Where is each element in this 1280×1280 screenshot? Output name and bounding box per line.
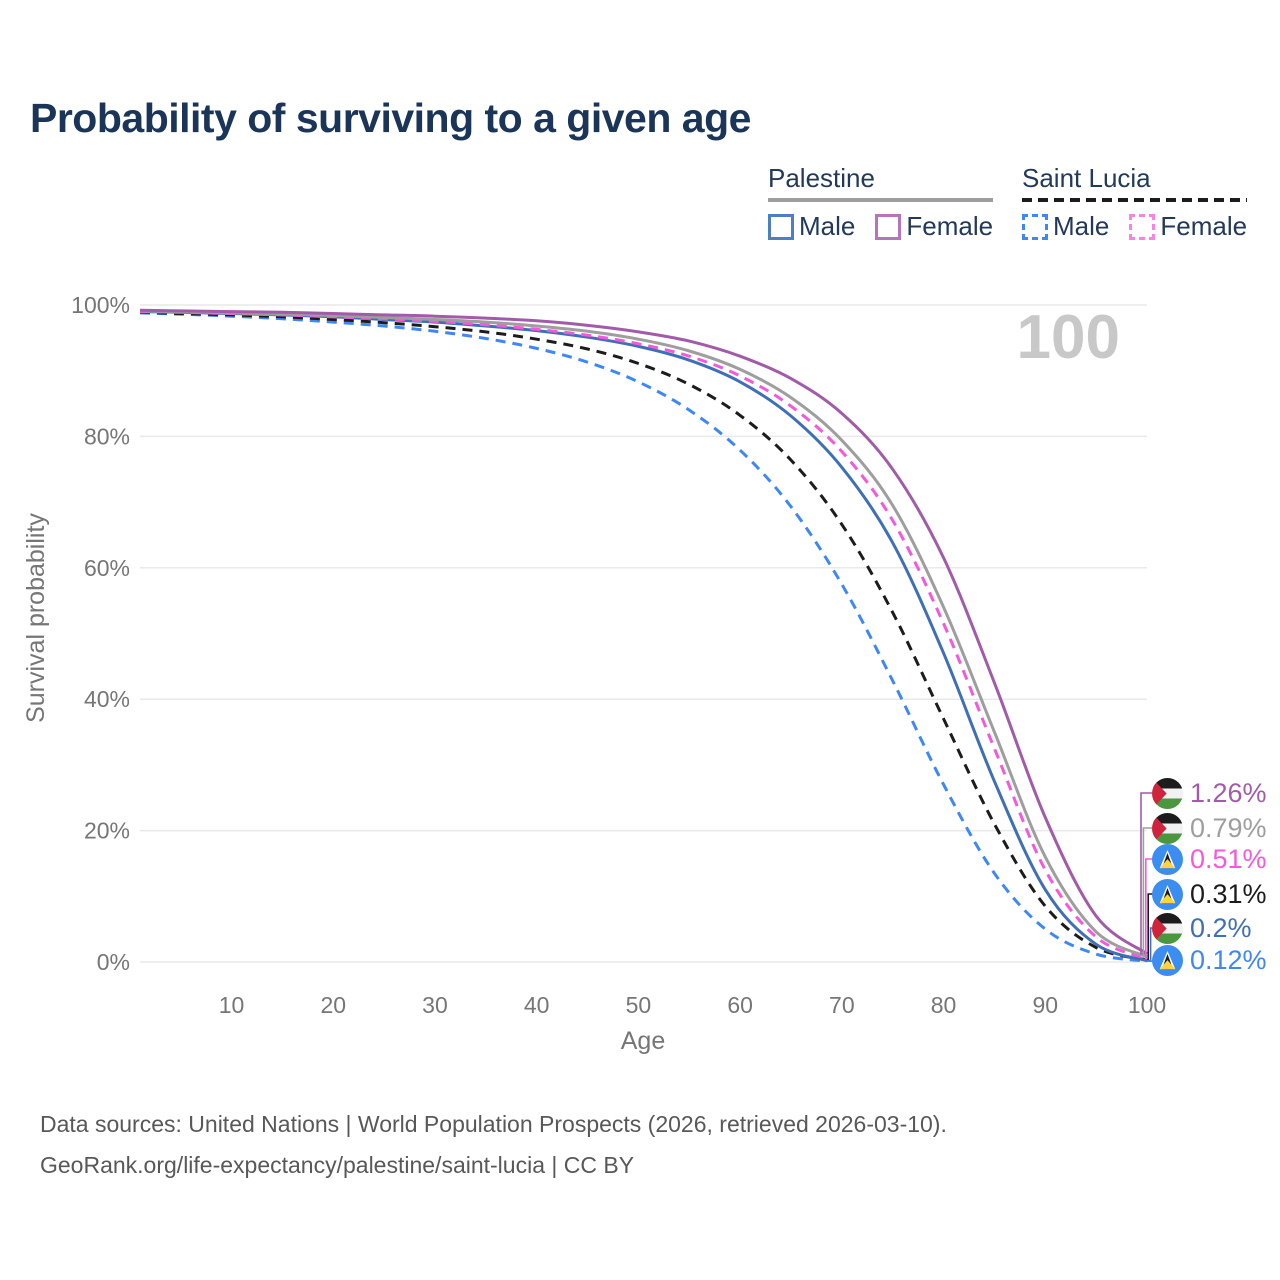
- y-tick-label: 60%: [84, 555, 130, 581]
- legend-item-palestine-male[interactable]: Male: [768, 211, 855, 242]
- legend-item-palestine-female[interactable]: Female: [875, 211, 993, 242]
- legend-group-palestine: Palestine Male Female: [768, 163, 994, 242]
- legend-item-saint-lucia-female[interactable]: Female: [1129, 211, 1247, 242]
- legend-group-title-saint-lucia[interactable]: Saint Lucia: [1022, 163, 1151, 193]
- legend-line-sample-palestine: [768, 198, 994, 202]
- end-label-leader-lines: [1140, 792, 1155, 962]
- x-tick-label: 100: [1128, 992, 1166, 1018]
- x-tick-label: 30: [422, 992, 448, 1018]
- leader-line-saint-lucia-female: [1145, 858, 1155, 960]
- y-tick-label: 20%: [84, 818, 130, 844]
- legend-item-label: Female: [1160, 211, 1248, 241]
- series-line-palestine-male[interactable]: [139, 310, 1148, 963]
- y-tick-label: 0%: [97, 949, 130, 975]
- legend-line-sample-saint-lucia: [1022, 198, 1248, 202]
- footer: Data sources: United Nations | World Pop…: [40, 1104, 947, 1186]
- y-tick-label: 100%: [71, 292, 130, 318]
- series-line-saint-lucia-all[interactable]: [139, 310, 1148, 962]
- page-title: Probability of surviving to a given age: [30, 95, 751, 141]
- legend-group-title-palestine[interactable]: Palestine: [768, 163, 875, 193]
- y-tick-label: 80%: [84, 423, 130, 449]
- x-tick-label: 60: [727, 992, 753, 1018]
- series-line-palestine-all[interactable]: [139, 309, 1148, 959]
- y-axis-title: Survival probability: [22, 513, 50, 723]
- x-tick-label: 20: [320, 992, 346, 1018]
- series-line-saint-lucia-male[interactable]: [139, 311, 1148, 963]
- legend-item-saint-lucia-male[interactable]: Male: [1022, 211, 1109, 242]
- attribution-line: GeoRank.org/life-expectancy/palestine/sa…: [40, 1152, 635, 1178]
- checkbox-palestine-female[interactable]: [875, 213, 902, 240]
- legend-item-label: Male: [1053, 211, 1110, 241]
- legend-group-saint-lucia: Saint Lucia Male Female: [1022, 163, 1248, 242]
- data-sources-line: Data sources: United Nations | World Pop…: [40, 1111, 947, 1137]
- survival-probability-chart[interactable]: 100 100% 80% 60% 40% 20% 0% 10 20 30 40 50 60 70 80 90…: [0, 0, 1280, 1080]
- x-tick-label: 80: [931, 992, 957, 1018]
- hover-age-watermark: 100: [1017, 303, 1120, 372]
- x-tick-label: 50: [626, 992, 652, 1018]
- x-tick-label: 10: [219, 992, 245, 1018]
- x-tick-label: 70: [829, 992, 855, 1018]
- checkbox-palestine-male[interactable]: [768, 213, 794, 240]
- series-line-saint-lucia-female[interactable]: [139, 310, 1148, 961]
- x-tick-label: 90: [1032, 992, 1058, 1018]
- gridlines: [140, 304, 1147, 963]
- x-axis-title: Age: [621, 1027, 665, 1055]
- legend-item-label: Male: [799, 211, 856, 241]
- series-line-palestine-female[interactable]: [139, 308, 1148, 955]
- y-tick-label: 40%: [84, 686, 130, 712]
- x-tick-label: 40: [524, 992, 550, 1018]
- checkbox-saint-lucia-male[interactable]: [1022, 213, 1048, 240]
- checkbox-saint-lucia-female[interactable]: [1129, 213, 1156, 240]
- legend-item-label: Female: [906, 211, 994, 241]
